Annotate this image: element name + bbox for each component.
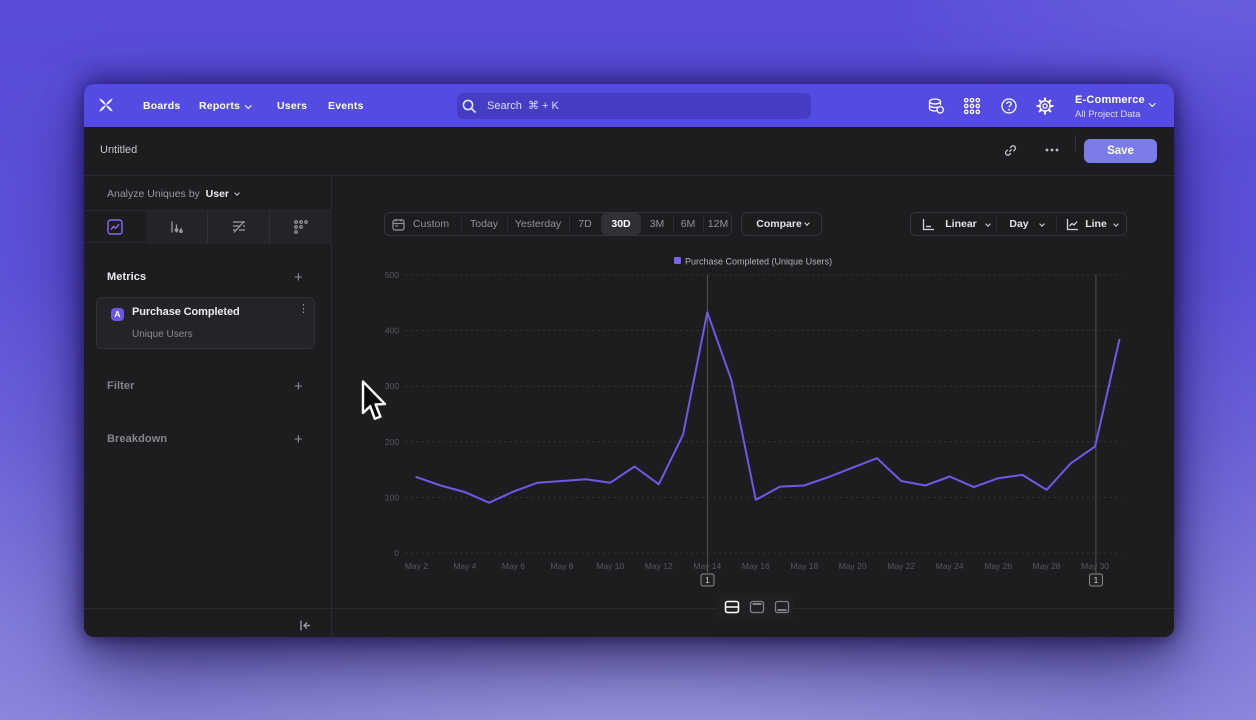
svg-text:May 8: May 8 <box>550 561 573 571</box>
svg-text:May 22: May 22 <box>887 561 915 571</box>
svg-text:1: 1 <box>705 576 710 585</box>
svg-text:May 16: May 16 <box>742 561 770 571</box>
svg-text:May 4: May 4 <box>453 561 476 571</box>
svg-text:May 24: May 24 <box>936 561 964 571</box>
svg-text:May 28: May 28 <box>1033 561 1061 571</box>
svg-text:0: 0 <box>394 548 399 558</box>
svg-text:100: 100 <box>385 492 399 502</box>
svg-text:May 10: May 10 <box>596 561 624 571</box>
svg-text:May 30: May 30 <box>1081 561 1109 571</box>
svg-text:May 12: May 12 <box>645 561 673 571</box>
svg-text:400: 400 <box>385 326 399 336</box>
svg-text:200: 200 <box>385 437 399 447</box>
svg-text:May 18: May 18 <box>790 561 818 571</box>
svg-text:May 2: May 2 <box>405 561 428 571</box>
svg-text:500: 500 <box>385 270 399 280</box>
svg-text:1: 1 <box>1094 576 1099 585</box>
svg-text:May 6: May 6 <box>502 561 525 571</box>
svg-text:300: 300 <box>385 381 399 391</box>
svg-text:May 20: May 20 <box>839 561 867 571</box>
svg-text:May 26: May 26 <box>984 561 1012 571</box>
svg-text:Purchase Completed (Unique Use: Purchase Completed (Unique Users) <box>685 257 832 267</box>
svg-text:May 14: May 14 <box>693 561 721 571</box>
